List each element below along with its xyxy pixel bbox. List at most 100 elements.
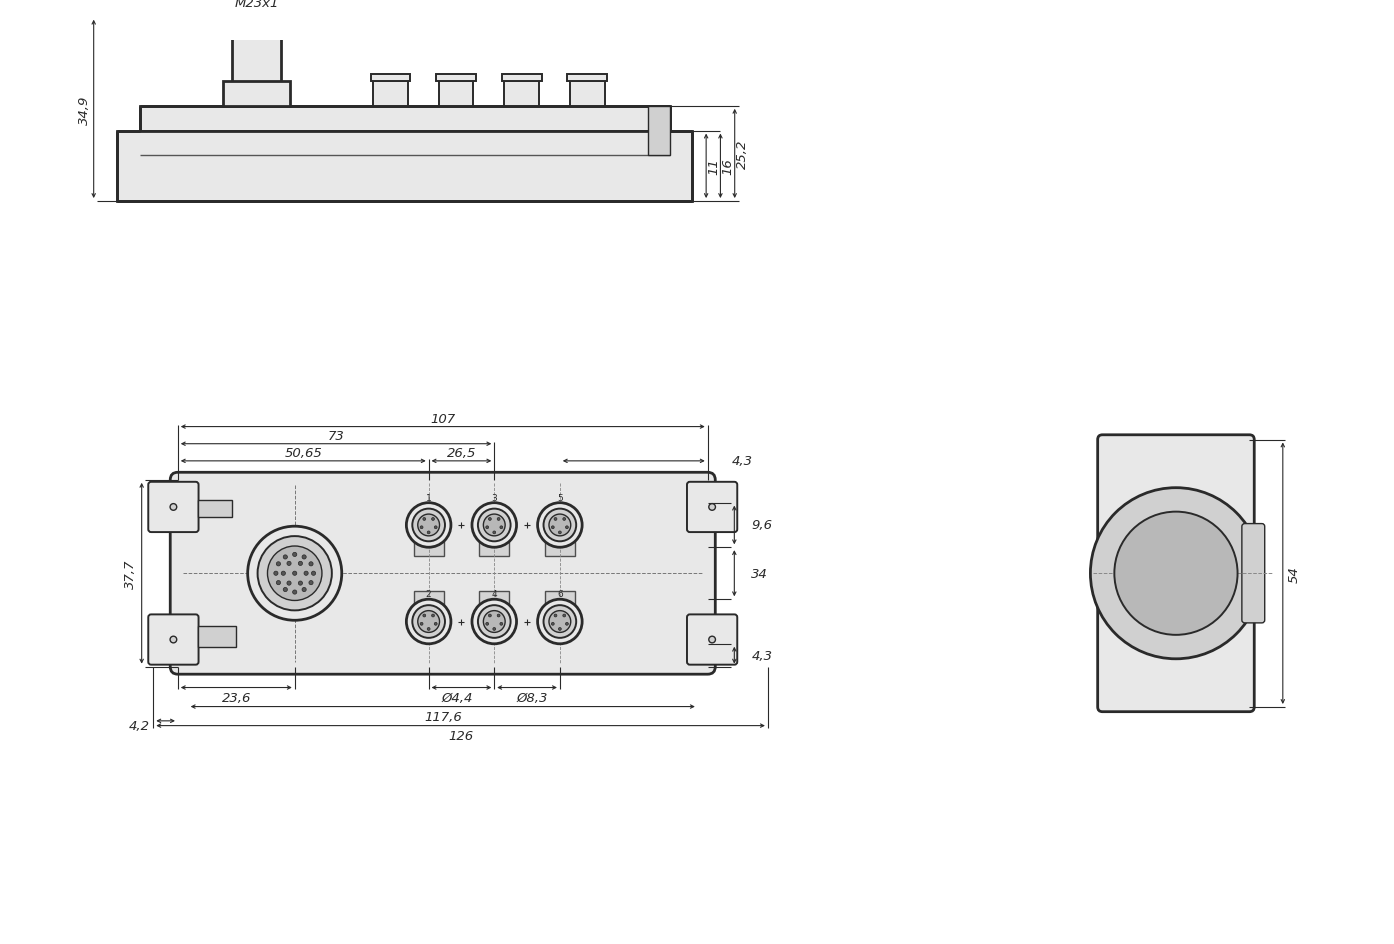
Circle shape [708, 504, 715, 511]
Circle shape [283, 588, 287, 592]
Text: 4,2: 4,2 [128, 719, 149, 733]
Circle shape [282, 571, 286, 576]
Circle shape [298, 582, 302, 585]
FancyBboxPatch shape [148, 482, 198, 532]
Text: 4: 4 [492, 590, 498, 598]
Circle shape [538, 599, 583, 644]
Circle shape [293, 590, 297, 595]
Circle shape [552, 526, 555, 530]
FancyBboxPatch shape [687, 615, 737, 665]
Circle shape [484, 514, 505, 536]
FancyBboxPatch shape [148, 615, 198, 665]
Circle shape [1090, 488, 1262, 659]
Text: 16: 16 [722, 159, 735, 175]
Text: 6: 6 [558, 590, 563, 598]
Bar [436, 75, 477, 82]
Circle shape [473, 503, 517, 548]
Text: 25,2: 25,2 [736, 140, 749, 169]
Circle shape [559, 531, 562, 534]
Bar [439, 82, 474, 107]
Bar [198, 500, 233, 517]
Circle shape [566, 623, 569, 626]
Circle shape [553, 615, 558, 617]
Circle shape [488, 615, 491, 617]
Circle shape [276, 581, 280, 585]
Circle shape [498, 518, 500, 521]
Text: 37,7: 37,7 [124, 559, 137, 588]
Circle shape [498, 615, 500, 617]
Text: 54: 54 [1288, 565, 1301, 582]
Circle shape [478, 509, 510, 542]
FancyBboxPatch shape [687, 482, 737, 532]
Circle shape [413, 509, 445, 542]
Circle shape [273, 571, 277, 576]
Circle shape [302, 588, 307, 592]
Circle shape [170, 636, 177, 643]
Text: 117,6: 117,6 [424, 710, 461, 723]
Text: 126: 126 [447, 729, 473, 742]
Circle shape [427, 531, 431, 534]
Circle shape [538, 503, 583, 548]
Circle shape [484, 611, 505, 632]
Circle shape [435, 526, 438, 530]
Circle shape [413, 605, 445, 638]
Bar [371, 75, 410, 82]
Circle shape [248, 527, 342, 620]
Text: 3: 3 [491, 493, 498, 502]
Circle shape [422, 615, 425, 617]
Circle shape [566, 526, 569, 530]
Circle shape [293, 553, 297, 557]
Bar [567, 75, 608, 82]
Circle shape [493, 531, 496, 534]
Text: 107: 107 [431, 413, 456, 425]
Circle shape [283, 555, 287, 560]
Bar [414, 591, 443, 606]
Bar [502, 75, 542, 82]
Circle shape [427, 628, 431, 631]
Circle shape [298, 562, 302, 565]
Circle shape [473, 599, 517, 644]
Circle shape [420, 623, 422, 626]
Circle shape [304, 571, 308, 576]
Circle shape [422, 518, 425, 521]
FancyBboxPatch shape [1097, 435, 1255, 712]
Bar [139, 107, 669, 131]
Circle shape [311, 571, 315, 576]
Circle shape [488, 518, 491, 521]
Circle shape [544, 605, 576, 638]
Circle shape [552, 623, 555, 626]
Circle shape [563, 518, 566, 521]
Bar [480, 541, 509, 556]
FancyBboxPatch shape [170, 473, 715, 674]
Bar [570, 82, 605, 107]
Bar [505, 82, 539, 107]
Circle shape [407, 599, 450, 644]
Bar [117, 131, 691, 202]
Text: 11: 11 [707, 159, 721, 175]
Circle shape [268, 547, 322, 600]
Bar [139, 120, 669, 199]
Bar [480, 591, 509, 606]
Circle shape [170, 504, 177, 511]
Bar [648, 107, 669, 157]
Bar [223, 82, 290, 107]
Text: 50,65: 50,65 [284, 447, 322, 460]
Text: 1: 1 [425, 493, 432, 502]
Circle shape [309, 581, 314, 585]
Circle shape [485, 526, 489, 530]
Circle shape [563, 615, 566, 617]
Circle shape [293, 571, 297, 576]
Text: 5: 5 [558, 493, 563, 502]
FancyBboxPatch shape [1242, 524, 1264, 623]
Circle shape [418, 514, 439, 536]
Circle shape [435, 623, 438, 626]
Circle shape [302, 555, 307, 560]
Circle shape [544, 509, 576, 542]
Bar [198, 626, 236, 647]
Circle shape [549, 514, 570, 536]
Circle shape [478, 605, 510, 638]
Circle shape [432, 518, 435, 521]
Circle shape [420, 526, 422, 530]
Bar [545, 591, 574, 606]
Text: 4,3: 4,3 [732, 455, 753, 468]
